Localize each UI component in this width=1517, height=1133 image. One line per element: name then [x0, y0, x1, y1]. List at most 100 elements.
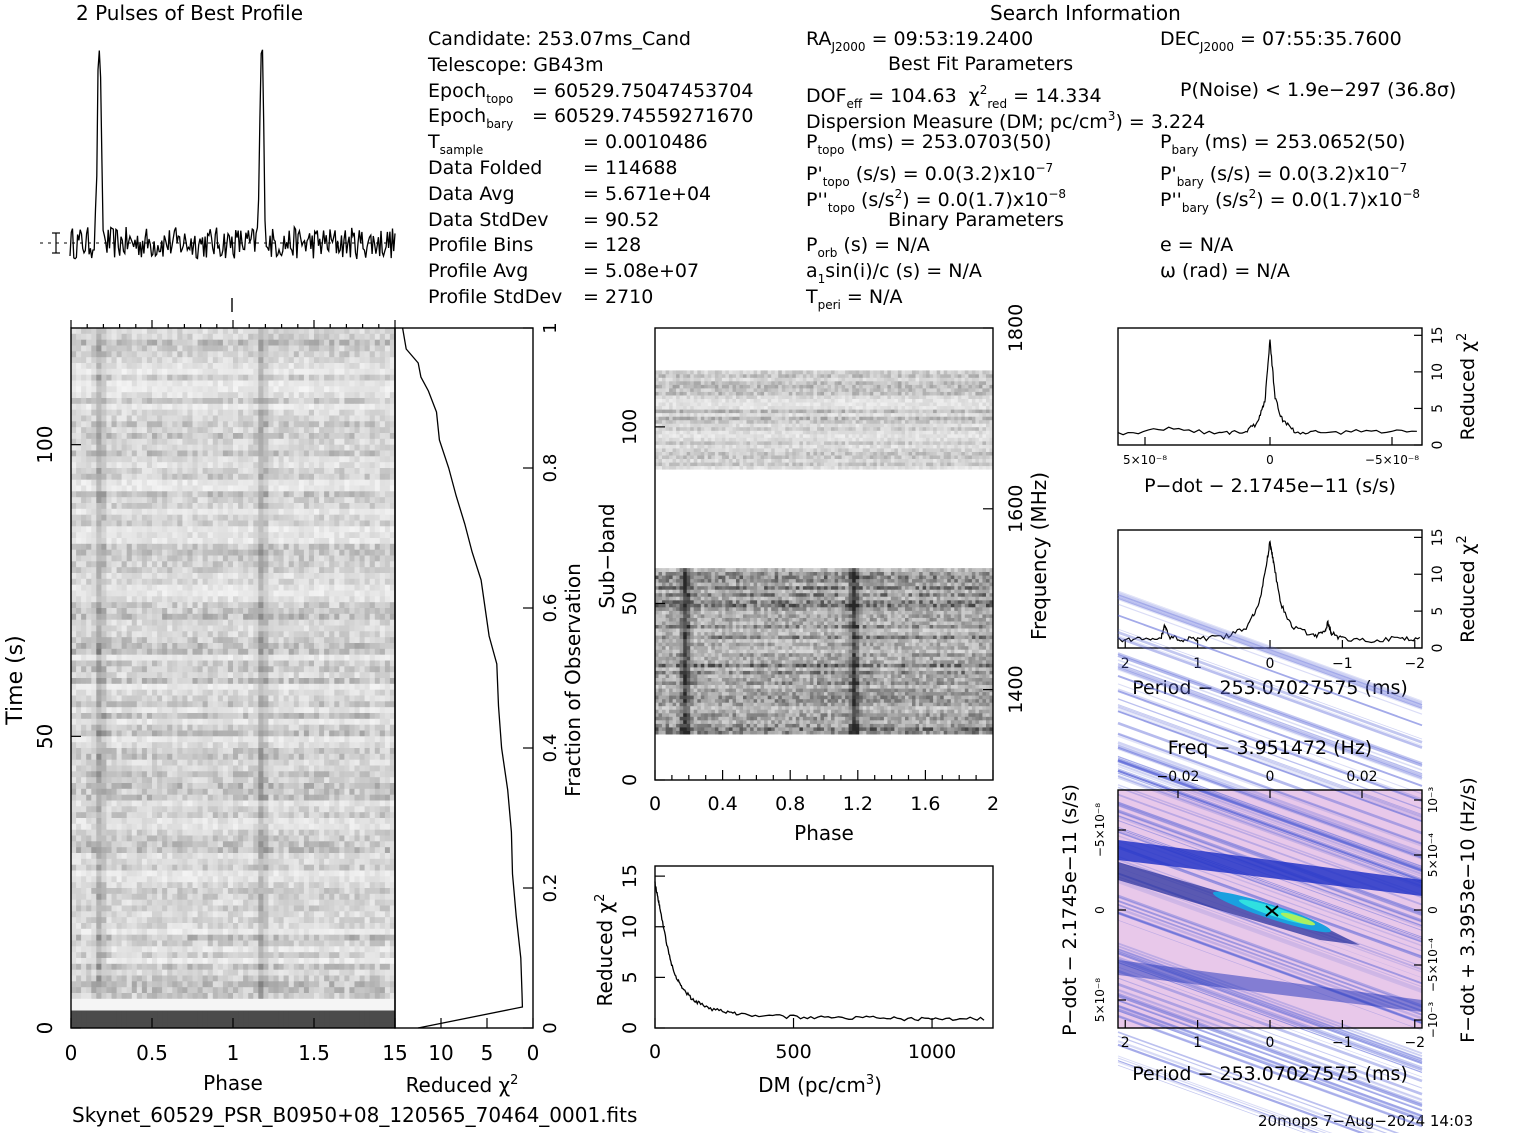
timephase-cell [227, 357, 234, 364]
timephase-cell [86, 777, 92, 784]
timephase-cell [202, 602, 209, 609]
timephase-cell [121, 713, 128, 720]
timephase-cell [172, 701, 178, 708]
timephase-cell [182, 392, 188, 399]
timephase-cell [268, 398, 274, 405]
timephase-cell [283, 345, 290, 352]
timephase-cell [344, 497, 350, 504]
timephase-cell [167, 654, 173, 661]
timephase-cell [298, 730, 305, 737]
timephase-cell [71, 409, 77, 416]
timephase-cell [308, 368, 315, 375]
timephase-cell [308, 730, 315, 737]
timephase-cell [157, 759, 163, 766]
timephase-cell [212, 468, 219, 475]
timephase-cell [258, 678, 264, 685]
timephase-cell [324, 392, 330, 399]
timephase-cell [136, 613, 143, 620]
timephase-cell [227, 503, 234, 510]
timephase-cell [217, 602, 224, 609]
timephase-cell [303, 491, 310, 498]
timephase-cell [253, 380, 259, 387]
timephase-cell [339, 339, 345, 346]
timephase-cell [364, 468, 371, 475]
timephase-cell [182, 683, 188, 690]
timephase-cell [329, 631, 335, 638]
timephase-cell [177, 613, 183, 620]
timephase-cell [192, 619, 198, 626]
timephase-cell [369, 596, 376, 603]
timephase-cell [293, 561, 300, 568]
timephase-cell [131, 724, 138, 731]
timephase-cell [344, 421, 350, 428]
timephase-cell [369, 485, 376, 492]
timephase-cell [283, 718, 290, 725]
timephase-cell [227, 444, 234, 451]
timephase-cell [303, 514, 310, 521]
timephase-cell [303, 753, 310, 760]
timephase-cell [253, 450, 259, 457]
timephase-cell [334, 392, 340, 399]
timephase-cell [238, 333, 244, 340]
timephase-cell [126, 398, 133, 405]
timephase-cell [106, 351, 112, 358]
timephase-cell [187, 398, 193, 405]
timephase-cell [339, 771, 345, 778]
timephase-cell [293, 771, 300, 778]
timephase-cell [207, 491, 214, 498]
timephase-cell [146, 485, 153, 492]
timephase-cell [298, 351, 305, 358]
timephase-cell [389, 771, 396, 778]
timephase-cell [227, 421, 234, 428]
timephase-cell [76, 672, 82, 679]
timephase-cell [121, 561, 128, 568]
timephase-cell [379, 602, 386, 609]
timephase-cell [101, 608, 107, 615]
timephase-cell [167, 403, 173, 410]
timephase-cell [202, 596, 209, 603]
timephase-cell [243, 526, 249, 533]
timephase-cell [71, 736, 77, 743]
timephase-cell [283, 584, 290, 591]
timephase-cell [389, 765, 396, 772]
timephase-cell [106, 759, 112, 766]
timephase-cell [389, 678, 396, 685]
timephase-cell [298, 345, 305, 352]
timephase-cell [344, 578, 350, 585]
timephase-cell [111, 485, 117, 492]
timephase-cell [344, 503, 350, 510]
timephase-cell [227, 578, 234, 585]
timephase-cell [263, 508, 269, 515]
timephase-cell [268, 421, 274, 428]
timephase-cell [152, 427, 158, 434]
timephase-cell [91, 625, 97, 632]
timephase-cell [227, 468, 234, 475]
timephase-cell [283, 695, 290, 702]
timephase-cell [182, 543, 188, 550]
timephase-cell [263, 380, 269, 387]
timephase-cell [258, 438, 264, 445]
timephase-cell [101, 363, 107, 370]
timephase-cell [344, 660, 350, 667]
timephase-cell [101, 543, 107, 550]
timephase-cell [76, 363, 82, 370]
timephase-cell [96, 771, 102, 778]
timephase-cell [212, 753, 219, 760]
timephase-cell [319, 625, 325, 632]
timephase-cell [319, 333, 325, 340]
timephase-cell [303, 695, 310, 702]
timephase-cell [314, 345, 320, 352]
timephase-cell [106, 421, 112, 428]
timephase-cell [278, 450, 285, 457]
timephase-cell [116, 654, 123, 661]
timephase-cell [238, 526, 244, 533]
timephase-cell [384, 718, 391, 725]
timephase-cell [202, 421, 209, 428]
timephase-cell [344, 409, 350, 416]
timephase-cell [253, 689, 259, 696]
timephase-cell [253, 637, 259, 644]
timephase-cell [141, 357, 148, 364]
timephase-cell [243, 473, 249, 480]
timephase-cell [141, 683, 148, 690]
timephase-cell [152, 380, 158, 387]
